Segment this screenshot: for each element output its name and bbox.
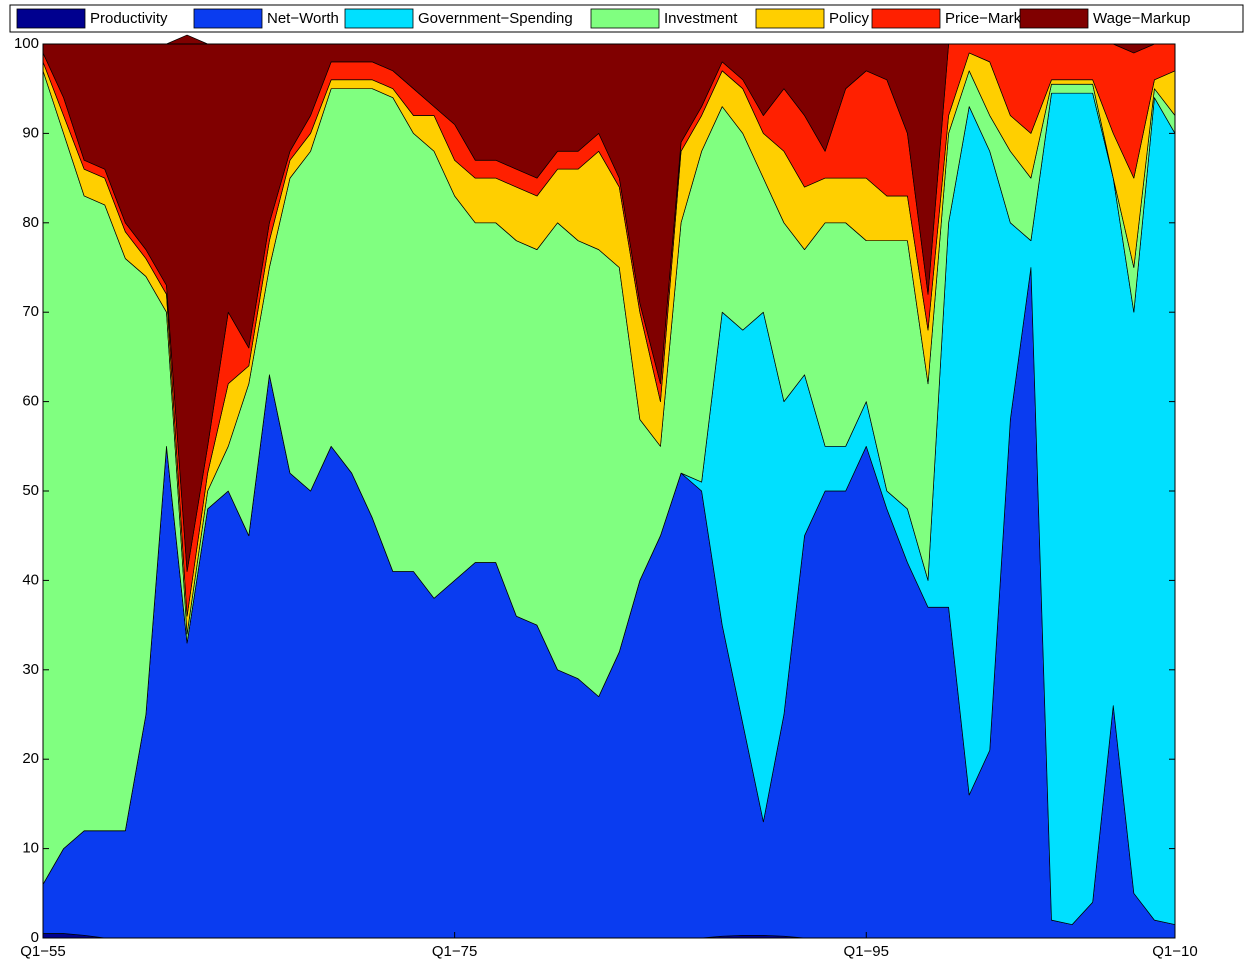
- x-tick-label: Q1−10: [1152, 943, 1197, 960]
- x-tick-label: Q1−75: [432, 943, 477, 960]
- legend-swatch: [590, 8, 660, 29]
- y-tick-label: 90: [22, 124, 39, 141]
- legend-label: Price−Markup: [945, 10, 1038, 27]
- y-tick-label: 60: [22, 393, 39, 410]
- legend-label: Policy: [829, 10, 870, 27]
- legend-swatch: [871, 8, 941, 29]
- legend-swatch: [755, 8, 825, 29]
- legend-label: Net−Worth: [267, 10, 339, 27]
- x-tick-label: Q1−95: [844, 943, 889, 960]
- y-tick-label: 30: [22, 661, 39, 678]
- y-tick-label: 40: [22, 571, 39, 588]
- legend-swatch: [16, 8, 86, 29]
- legend-label: Investment: [664, 10, 738, 27]
- y-tick-label: 100: [14, 35, 39, 52]
- y-tick-label: 10: [22, 840, 39, 857]
- legend-swatch: [193, 8, 263, 29]
- legend-label: Wage−Markup: [1093, 10, 1190, 27]
- x-tick-label: Q1−55: [20, 943, 65, 960]
- y-tick-label: 20: [22, 750, 39, 767]
- legend-label: Government−Spending: [418, 10, 573, 27]
- legend-swatch: [344, 8, 414, 29]
- y-tick-label: 80: [22, 214, 39, 231]
- y-tick-label: 0: [31, 929, 39, 946]
- y-tick-label: 50: [22, 482, 39, 499]
- y-tick-label: 70: [22, 303, 39, 320]
- legend-label: Productivity: [90, 10, 168, 27]
- legend-swatch: [1019, 8, 1089, 29]
